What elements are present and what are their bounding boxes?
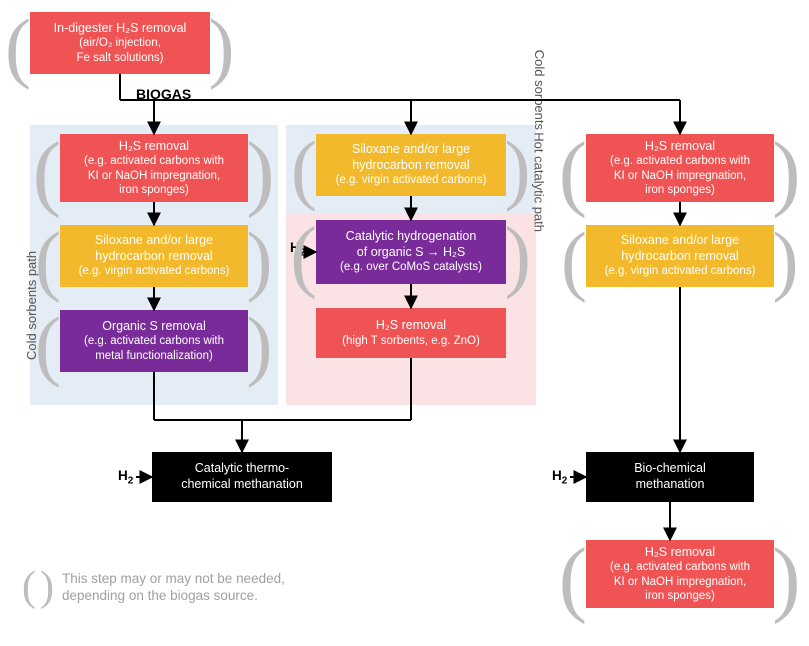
node-n7: Catalytic thermo- chemical methanation	[152, 452, 332, 502]
node-n9-title: Siloxane and/or large hydrocarbon remova…	[621, 233, 739, 264]
node-n10-title: Bio-chemical methanation	[634, 461, 706, 492]
node-n2: Siloxane and/or large hydrocarbon remova…	[60, 225, 248, 287]
node-n0: In-digester H₂S removal(air/O₂ injection…	[30, 12, 210, 74]
node-n2-title: Siloxane and/or large hydrocarbon remova…	[95, 233, 213, 264]
node-n9: Siloxane and/or large hydrocarbon remova…	[586, 225, 774, 287]
node-n8: H₂S removal(e.g. activated carbons with …	[586, 134, 774, 202]
node-n10: Bio-chemical methanation	[586, 452, 754, 502]
legend-text: This step may or may not be needed, depe…	[62, 570, 285, 605]
legend-paren-left: (	[22, 560, 36, 615]
paren-left-n11: (	[559, 536, 587, 621]
node-n0-title: In-digester H₂S removal	[54, 21, 187, 37]
node-n9-sub: (e.g. virgin activated carbons)	[605, 264, 756, 278]
legend: ( ) This step may or may not be needed, …	[22, 560, 285, 615]
label-cold-sorbents-path: Cold sorbents path	[24, 251, 39, 360]
label-h2-3: H2	[552, 468, 567, 487]
node-n5: Catalytic hydrogenation of organic S → H…	[316, 220, 506, 284]
node-n2-sub: (e.g. virgin activated carbons)	[79, 264, 230, 278]
paren-right-n9: )	[772, 221, 798, 299]
paren-right-n11: )	[772, 536, 800, 621]
node-n3: Organic S removal(e.g. activated carbons…	[60, 310, 248, 372]
node-n4-title: Siloxane and/or large hydrocarbon remova…	[352, 142, 470, 173]
node-n4-sub: (e.g. virgin activated carbons)	[336, 173, 487, 187]
legend-paren-right: )	[40, 560, 54, 615]
node-n3-title: Organic S removal	[102, 319, 206, 335]
node-n8-sub: (e.g. activated carbons with KI or NaOH …	[610, 154, 750, 197]
label-hot-catalytic-path: Hot catalytic path	[532, 132, 547, 232]
label-h2-1: H2	[290, 240, 305, 259]
node-n5-sub: (e.g. over CoMoS catalysts)	[340, 260, 482, 274]
node-n1: H₂S removal(e.g. activated carbons with …	[60, 134, 248, 202]
node-n6-title: H₂S removal	[376, 318, 446, 334]
node-n1-title: H₂S removal	[119, 139, 189, 155]
node-n5-title: Catalytic hydrogenation of organic S → H…	[346, 229, 477, 260]
node-n6: H₂S removal(high T sorbents, e.g. ZnO)	[316, 308, 506, 358]
node-n11: H₂S removal(e.g. activated carbons with …	[586, 540, 774, 608]
node-n7-title: Catalytic thermo- chemical methanation	[181, 461, 303, 492]
node-n11-title: H₂S removal	[645, 545, 715, 561]
paren-left-n8: (	[559, 130, 587, 215]
node-n11-sub: (e.g. activated carbons with KI or NaOH …	[610, 560, 750, 603]
node-n1-sub: (e.g. activated carbons with KI or NaOH …	[84, 154, 224, 197]
node-n4: Siloxane and/or large hydrocarbon remova…	[316, 134, 506, 196]
node-n0-sub: (air/O₂ injection, Fe salt solutions)	[77, 36, 164, 65]
paren-right-n0: )	[208, 8, 234, 86]
paren-right-n8: )	[772, 130, 800, 215]
label-cold-sorbents: Cold sorbents	[532, 50, 547, 130]
label-h2-2: H2	[118, 468, 133, 487]
node-n8-title: H₂S removal	[645, 139, 715, 155]
paren-left-n9: (	[561, 221, 587, 299]
node-n3-sub: (e.g. activated carbons with metal funct…	[84, 334, 224, 363]
label-biogas: BIOGAS	[136, 86, 191, 102]
paren-left-n0: (	[5, 8, 31, 86]
node-n6-sub: (high T sorbents, e.g. ZnO)	[342, 334, 480, 348]
